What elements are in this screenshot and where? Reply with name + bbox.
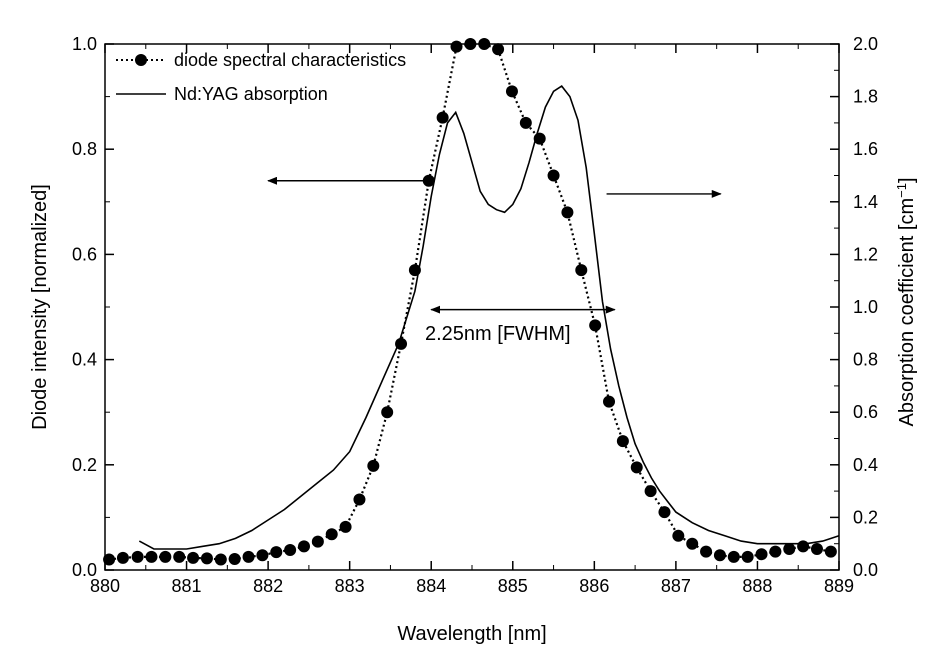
diode-data-point — [658, 506, 671, 519]
diode-data-point — [339, 520, 352, 533]
x-axis-label: Wavelength [nm] — [397, 623, 546, 645]
y2-tick-label: 1.8 — [853, 87, 878, 107]
y2-tick-label: 0.6 — [853, 402, 878, 422]
diode-data-point — [700, 545, 713, 558]
diode-data-point — [450, 40, 463, 53]
diode-data-point — [159, 550, 172, 563]
diode-data-point — [741, 550, 754, 563]
y-tick-label: 0.8 — [72, 139, 97, 159]
diode-data-point — [505, 85, 518, 98]
legend-diode-label: diode spectral characteristics — [174, 50, 406, 70]
y2-axis-label: Absorption coefficient [cm−1] — [894, 177, 919, 426]
y-tick-label: 0.6 — [72, 244, 97, 264]
diode-data-point — [116, 551, 129, 564]
diode-data-point — [575, 264, 588, 277]
fwhm-annotation: 2.25nm [FWHM] — [425, 323, 571, 345]
diode-data-point — [131, 550, 144, 563]
diode-data-point — [270, 546, 283, 559]
diode-data-point — [103, 553, 116, 566]
diode-data-point — [311, 535, 324, 548]
legend-diode-marker — [135, 54, 147, 66]
x-tick-label: 886 — [579, 576, 609, 596]
diode-data-point — [187, 551, 200, 564]
diode-data-point — [686, 537, 699, 550]
y2-tick-label: 2.0 — [853, 34, 878, 54]
x-tick-label: 882 — [253, 576, 283, 596]
y-tick-labels: 0.0 0.2 0.4 0.6 0.8 1.0 — [72, 34, 97, 580]
legend: diode spectral characteristics Nd:YAG ab… — [116, 50, 406, 104]
y-tick-label: 0.0 — [72, 560, 97, 580]
diode-data-point — [367, 459, 380, 472]
legend-ndyag-label: Nd:YAG absorption — [174, 84, 328, 104]
diode-data-point — [561, 206, 574, 219]
x-tick-labels: 880 881 882 883 884 885 886 887 888 889 — [90, 576, 854, 596]
diode-data-point — [644, 485, 657, 498]
y2-tick-label: 0.0 — [853, 560, 878, 580]
diode-data-point — [381, 406, 394, 419]
y2-tick-label: 0.8 — [853, 350, 878, 370]
y2-tick-labels: 0.0 0.2 0.4 0.6 0.8 1.0 1.2 1.4 1.6 1.8 2.0 — [853, 34, 878, 580]
y-tick-label: 0.2 — [72, 455, 97, 475]
y2-tick-label: 0.4 — [853, 455, 878, 475]
y-tick-label: 1.0 — [72, 34, 97, 54]
diode-data-point — [228, 552, 241, 565]
series-layer — [103, 38, 840, 566]
diode-data-point — [478, 38, 491, 50]
diode-data-point — [769, 545, 782, 558]
diode-data-point — [727, 550, 740, 563]
diode-data-point — [824, 545, 837, 558]
x-tick-label: 887 — [661, 576, 691, 596]
tick-marks — [104, 43, 840, 571]
diode-data-point — [353, 493, 366, 506]
diode-data-point — [797, 540, 810, 553]
y2-tick-label: 1.2 — [853, 244, 878, 264]
diode-data-point — [436, 111, 449, 124]
diode-data-point — [616, 435, 629, 448]
y2-tick-label: 0.2 — [853, 507, 878, 527]
diode-data-point — [464, 38, 477, 50]
x-tick-label: 881 — [172, 576, 202, 596]
diode-data-point — [242, 550, 255, 563]
diode-spectrum-line — [108, 42, 832, 561]
x-tick-label: 880 — [90, 576, 120, 596]
diode-data-point — [630, 461, 643, 474]
diode-data-point — [547, 169, 560, 182]
diode-data-point — [173, 550, 186, 563]
y2-axis-label-sup: −1 — [894, 183, 909, 198]
x-tick-label: 883 — [335, 576, 365, 596]
x-tick-label: 885 — [498, 576, 528, 596]
diode-data-point — [145, 550, 158, 563]
x-tick-label: 889 — [824, 576, 854, 596]
diode-data-point — [297, 540, 310, 553]
diode-data-point — [325, 528, 338, 541]
diode-data-point — [492, 43, 505, 56]
x-tick-label: 884 — [416, 576, 446, 596]
y-axis-label: Diode intensity [normalized] — [29, 184, 51, 430]
y2-tick-label: 1.4 — [853, 192, 878, 212]
diode-data-point — [284, 544, 297, 557]
diode-data-point — [810, 542, 823, 555]
y2-axis-label-suffix: ] — [896, 177, 918, 183]
diode-data-point — [256, 549, 269, 562]
y2-axis-label-prefix: Absorption coefficient [cm — [896, 198, 918, 427]
diode-data-point — [519, 116, 532, 129]
diode-data-point — [783, 542, 796, 555]
x-tick-label: 888 — [742, 576, 772, 596]
diode-data-point — [672, 529, 685, 542]
annotations — [267, 176, 722, 314]
diode-data-point — [200, 552, 213, 565]
ndyag-absorption-line — [138, 85, 840, 550]
plot-frame — [104, 43, 840, 571]
y2-tick-label: 1.6 — [853, 139, 878, 159]
diode-data-point — [589, 319, 602, 332]
diode-data-point — [603, 395, 616, 408]
diode-data-point — [755, 548, 768, 561]
diode-data-point — [713, 549, 726, 562]
y-tick-label: 0.4 — [72, 350, 97, 370]
y2-tick-label: 1.0 — [853, 297, 878, 317]
diode-data-point — [214, 553, 227, 566]
